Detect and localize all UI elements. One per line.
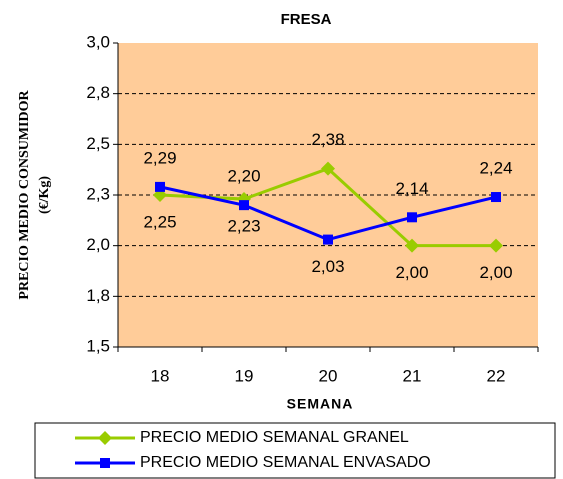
legend-box [34,422,556,479]
data-label: 2,25 [143,212,176,231]
legend-label: PRECIO MEDIO SEMANAL GRANEL [140,429,409,446]
x-tick-label: 22 [487,366,506,385]
y-tick-label: 2,0 [86,235,110,254]
data-label: 2,03 [311,257,344,276]
line-marker [323,234,333,245]
line-marker [321,161,335,176]
data-label: 2,00 [479,263,512,282]
y-tick-label: 3,0 [86,32,110,51]
y-axis-label: PRECIO MEDIO CONSUMIDOR (€/Kg) [17,90,52,300]
line-marker [155,181,165,192]
y-axis-label-line: PRECIO MEDIO CONSUMIDOR [17,90,32,300]
x-tick-label: 19 [235,366,254,385]
y-tick-label: 2,3 [86,184,110,203]
data-label: 2,24 [479,159,512,178]
line-marker [405,238,419,253]
x-tick-label: 18 [151,366,170,385]
x-tick-label: 21 [403,366,422,385]
x-axis-label: SEMANA [287,396,354,412]
data-label: 2,20 [227,167,260,186]
line-marker [407,212,417,223]
data-label: 2,29 [143,148,176,167]
line-marker [100,458,110,468]
x-tick-label: 20 [319,366,338,385]
y-tick-label: 2,8 [86,83,110,102]
line-marker [98,431,112,445]
data-label: 2,00 [395,263,428,282]
data-label: 2,38 [311,130,344,149]
line-marker [491,192,501,203]
line-marker [489,238,503,253]
y-tick-label: 2,5 [86,134,110,153]
line-marker [239,200,249,211]
y-tick-label: 1,5 [86,336,110,355]
chart-title: FRESA [281,11,332,28]
legend-label: PRECIO MEDIO SEMANAL ENVASADO [140,454,431,471]
y-tick-label: 1,8 [86,286,110,305]
data-label: 2,23 [227,217,260,236]
y-axis-label-line: (€/Kg) [37,176,52,214]
data-label: 2,14 [395,179,428,198]
